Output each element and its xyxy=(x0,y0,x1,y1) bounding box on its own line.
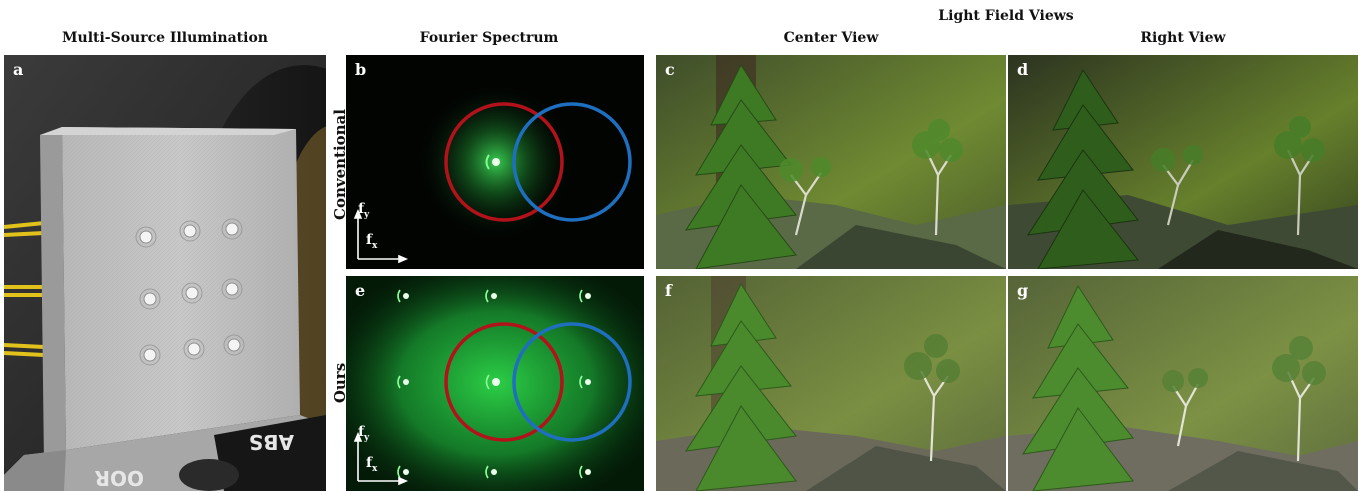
panel-letter-g: g xyxy=(1017,281,1029,300)
panel-d-right-view-conventional: d xyxy=(1008,55,1358,269)
scene-image xyxy=(656,276,1006,491)
panel-e-spectrum-ours: e fy fx xyxy=(346,276,644,491)
scene-image xyxy=(1008,276,1358,491)
header-fourier-spectrum: Fourier Spectrum xyxy=(419,30,559,46)
panel-letter-e: e xyxy=(355,281,366,300)
panel-letter-d: d xyxy=(1017,60,1029,79)
header-multi-source-illumination: Multi-Source Illumination xyxy=(62,30,268,46)
scene-image xyxy=(656,55,1006,269)
axis-label-fx-bottom: fx xyxy=(366,455,378,474)
header-light-field-views: Light Field Views xyxy=(938,8,1074,24)
panel-f-center-view-ours: f xyxy=(656,276,1006,491)
panel-b-spectrum-conventional: b fy fx xyxy=(346,55,644,269)
panel-letter-a: a xyxy=(13,60,24,79)
panel-letter-c: c xyxy=(665,60,675,79)
header-center-view: Center View xyxy=(783,30,879,46)
panel-c-center-view-conventional: c xyxy=(656,55,1006,269)
axis-label-fy-bottom: fy xyxy=(358,424,370,443)
header-right-view: Right View xyxy=(1140,30,1226,46)
scene-image xyxy=(1008,55,1358,269)
panel-a-photo: ABS OOR a xyxy=(4,55,326,491)
axis-label-fy-top: fy xyxy=(358,201,370,220)
panel-letter-b: b xyxy=(355,60,367,79)
panel-g-right-view-ours: g xyxy=(1008,276,1358,491)
axis-label-fx-top: fx xyxy=(366,232,378,251)
panel-letter-f: f xyxy=(665,281,672,300)
prop-text-abs: ABS xyxy=(249,430,294,454)
prop-text-oor: OOR xyxy=(95,466,144,490)
